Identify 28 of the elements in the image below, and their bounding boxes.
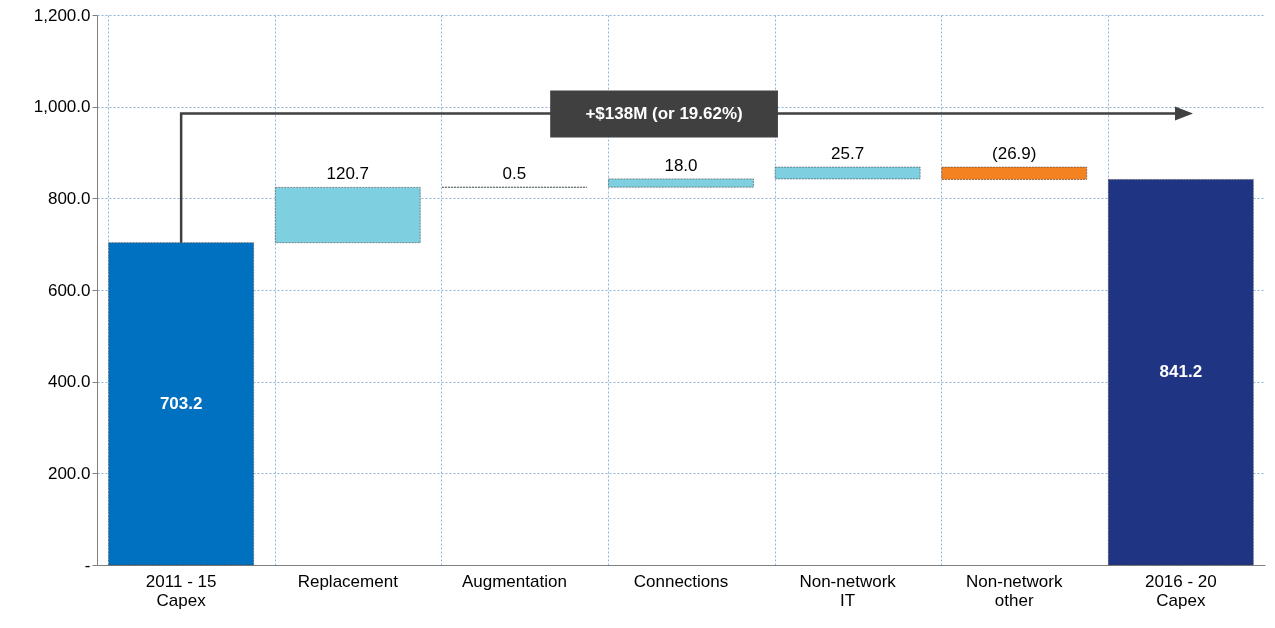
data-label: 0.5 (502, 164, 527, 184)
x-tick-label: Non-network other (966, 571, 1063, 610)
bar (108, 242, 254, 566)
bar (608, 178, 754, 188)
data-label: 120.7 (326, 164, 370, 184)
x-tick-label: 2016 - 20 Capex (1144, 571, 1217, 610)
y-tick-label: 400.0 (47, 372, 91, 392)
data-label: (26.9) (992, 144, 1037, 164)
x-tick-label: Replacement (297, 571, 399, 591)
x-tick-label: 2011 - 15 Capex (145, 571, 217, 610)
x-tick-label: Augmentation (461, 571, 567, 591)
bar (274, 187, 421, 243)
x-tick-label: Connections (633, 571, 729, 591)
data-label: 703.2 (159, 393, 203, 413)
y-tick-label: 1,200.0 (33, 5, 91, 25)
y-tick-label: 800.0 (47, 188, 91, 208)
bar (941, 166, 1088, 180)
y-tick-label: 1,000.0 (33, 97, 91, 117)
y-tick-label: 200.0 (47, 463, 91, 483)
data-label: 18.0 (664, 155, 698, 175)
data-label: 841.2 (1159, 362, 1203, 382)
x-tick-label: Non-network IT (799, 571, 897, 610)
y-tick-label: - (84, 555, 91, 575)
bar (1108, 179, 1254, 566)
y-tick-label: 600.0 (47, 280, 91, 300)
annotation: +$138M (or 19.62%) (585, 104, 743, 124)
bar (774, 166, 921, 180)
data-label: 25.7 (831, 144, 865, 164)
